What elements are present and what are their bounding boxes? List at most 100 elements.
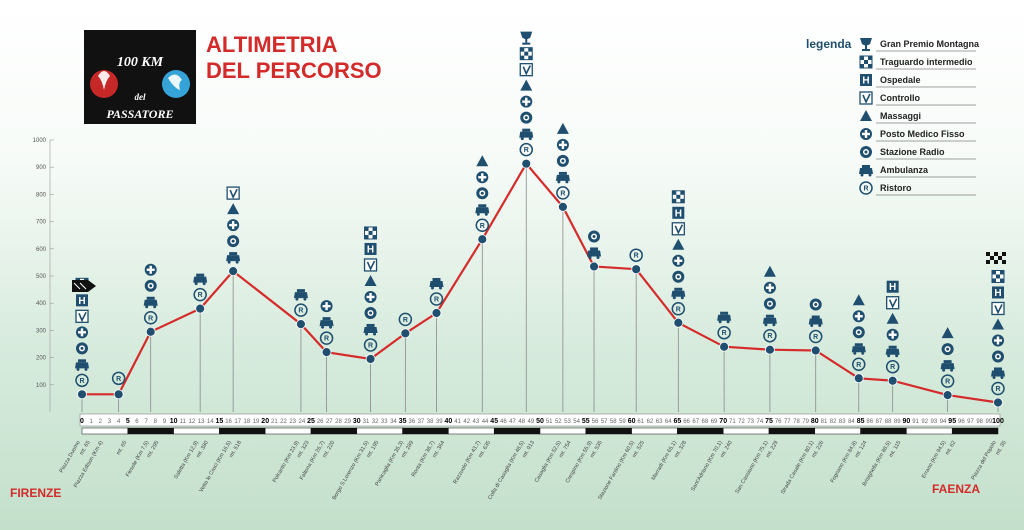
km-segment (264, 427, 312, 435)
radio-station-icon (992, 350, 1004, 363)
x-minor-tick: 87 (876, 419, 883, 425)
x-minor-tick: 8 (154, 419, 158, 425)
radio-station-icon (227, 235, 240, 248)
ambulance-icon (991, 367, 1005, 379)
hospital-icon: H (364, 242, 377, 255)
stems (81, 163, 999, 412)
km-segment (631, 427, 678, 435)
massage-icon (672, 238, 685, 250)
x-minor-tick: 9 (163, 419, 167, 425)
check-icon (363, 258, 378, 272)
refreshment-icon: R (519, 142, 534, 157)
refreshment-icon: R (940, 374, 955, 388)
check-icon (671, 222, 685, 236)
medical-cross-icon (320, 300, 333, 313)
x-major-tick: 30 (353, 418, 361, 425)
svg-text:R: R (79, 378, 84, 385)
ambulance-icon (555, 171, 570, 184)
refreshment-icon: R (717, 325, 731, 340)
x-minor-tick: 91 (912, 419, 919, 425)
title-line2: DEL PERCORSO (206, 58, 382, 83)
x-axis-band (79, 413, 1001, 427)
km-segment (814, 427, 861, 435)
km-segment (310, 427, 358, 435)
x-major-tick: 95 (948, 418, 956, 425)
svg-text:H: H (367, 244, 374, 255)
massage-icon (852, 294, 865, 306)
hospital-icon: H (672, 206, 685, 219)
place-label: Ronta (Km 38,7) (411, 440, 436, 478)
x-minor-tick: 19 (253, 419, 260, 425)
refreshment-icon: R (363, 338, 378, 352)
end-label: FAENZA (932, 482, 980, 496)
x-minor-tick: 77 (784, 419, 791, 425)
x-minor-tick: 51 (546, 419, 553, 425)
hospital-icon: H (76, 294, 88, 307)
x-major-tick: 15 (216, 418, 224, 425)
hospital-icon: H (886, 280, 899, 293)
ambulance-icon (808, 315, 823, 328)
x-minor-tick: 11 (180, 419, 187, 425)
ambulance-icon (293, 289, 308, 301)
x-minor-tick: 78 (793, 419, 800, 425)
km-segment (722, 427, 770, 435)
refreshment-icon: R (556, 186, 570, 200)
x-minor-tick: 1 (89, 419, 93, 425)
medical-cross-icon (852, 310, 865, 323)
place-label: San Cassiano (Km 75,1) (734, 440, 769, 495)
x-minor-tick: 36 (408, 419, 415, 425)
refreshment-icon: R (193, 287, 207, 302)
svg-text:R: R (676, 306, 681, 313)
x-minor-tick: 93 (931, 419, 938, 425)
legend: legenda Gran Premio Montagna Traguardo in… (806, 37, 980, 196)
x-major-tick: 10 (170, 418, 178, 425)
x-minor-tick: 54 (573, 419, 580, 425)
x-minor-tick: 74 (756, 419, 763, 425)
km-segment (677, 427, 724, 435)
svg-text:R: R (368, 342, 373, 349)
medical-cross-icon (992, 334, 1004, 347)
place-label: Fiesole (Km 7,5) (125, 440, 150, 478)
medical-cross-icon (476, 171, 489, 184)
x-minor-tick: 17 (234, 419, 241, 425)
svg-text:R: R (634, 253, 639, 260)
x-axis: 1 2 3 4 6 7 8 9 11 12 13 14 16 17 18 19 21 22 23 24 26 27 28 29… (79, 413, 1004, 435)
x-minor-tick: 57 (601, 419, 608, 425)
checkered-flag-icon (671, 190, 685, 204)
svg-text:R: R (722, 330, 727, 337)
massage-icon (520, 79, 533, 91)
radio-station-icon (763, 297, 776, 310)
start-arrow-icon (72, 280, 96, 292)
check-icon (519, 63, 533, 77)
refreshment-icon: R (859, 181, 873, 195)
refreshment-icon: R (111, 371, 126, 386)
x-minor-tick: 59 (619, 419, 626, 425)
refreshment-icon: R (398, 312, 413, 327)
ambulance-icon (851, 343, 866, 355)
place-label: Saletta (Km 12,9) (173, 440, 200, 480)
massage-icon (763, 265, 776, 277)
ambulance-icon (717, 311, 732, 324)
altitude-label: mt. 65 (79, 440, 92, 456)
ambulance-icon (885, 345, 900, 358)
legend-label: Controllo (880, 93, 920, 103)
x-major-tick: 55 (582, 418, 590, 425)
legend-label: Traguardo intermedio (880, 57, 973, 67)
ambulance-icon (940, 360, 955, 372)
radio-station-icon (860, 146, 872, 158)
svg-text:R: R (767, 333, 772, 340)
x-minor-tick: 72 (738, 419, 745, 425)
x-major-tick: 65 (674, 418, 682, 425)
svg-text:R: R (524, 147, 529, 154)
check-icon (886, 296, 900, 310)
svg-text:R: R (995, 386, 1000, 393)
km-segment (219, 427, 266, 435)
x-minor-tick: 56 (592, 419, 599, 425)
massage-icon (886, 312, 899, 324)
x-minor-tick: 39 (436, 419, 443, 425)
x-minor-tick: 79 (802, 419, 809, 425)
x-minor-tick: 47 (509, 419, 516, 425)
refreshment-icon: R (808, 329, 823, 344)
x-minor-tick: 66 (683, 419, 690, 425)
